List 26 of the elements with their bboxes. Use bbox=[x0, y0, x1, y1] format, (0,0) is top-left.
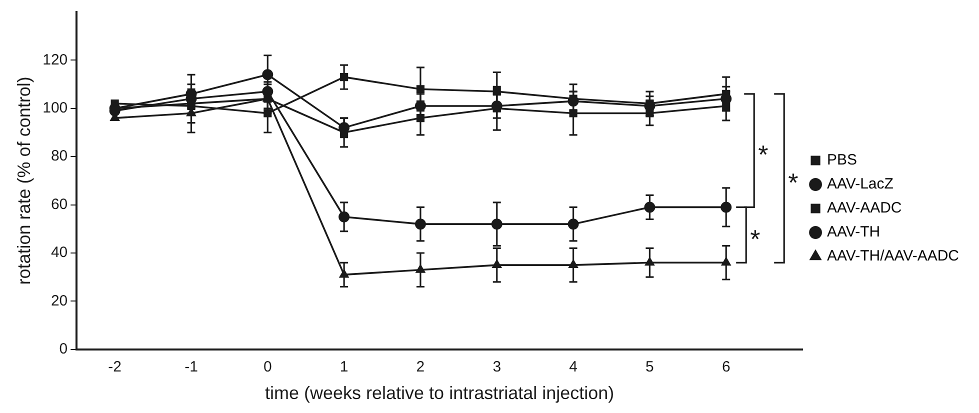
x-tick-label: 0 bbox=[263, 358, 272, 376]
legend-label: AAV-AADC bbox=[827, 200, 902, 217]
x-tick-label: 4 bbox=[569, 358, 578, 376]
y-tick-label: 100 bbox=[42, 100, 68, 117]
x-tick-label: 5 bbox=[646, 358, 654, 376]
x-tick-label: -1 bbox=[184, 358, 198, 376]
x-tick-label: 6 bbox=[722, 358, 730, 376]
x-tick-label: 1 bbox=[340, 358, 348, 376]
x-tick-label: 2 bbox=[416, 358, 425, 376]
annotation: * bbox=[788, 167, 798, 198]
y-tick-label: 0 bbox=[59, 340, 68, 358]
y-tick-label: 20 bbox=[50, 292, 68, 310]
y-tick-label: 60 bbox=[50, 196, 68, 213]
x-axis-title: time (weeks relative to intrastriatal injection) bbox=[265, 383, 614, 404]
y-tick-label: 120 bbox=[42, 51, 68, 68]
annotation: * bbox=[750, 224, 760, 254]
y-tick-label: 80 bbox=[50, 148, 68, 165]
legend-label: PBS bbox=[827, 152, 858, 169]
y-axis-title: rotation rate (% of control) bbox=[14, 76, 34, 285]
legend-label: AAV-LacZ bbox=[827, 176, 894, 193]
y-tick-label: 40 bbox=[50, 244, 68, 262]
legend-label: AAV-TH bbox=[827, 224, 880, 241]
annotation: * bbox=[758, 140, 768, 170]
x-tick-label: 3 bbox=[492, 358, 502, 376]
legend-label: AAV-TH/AAV-AADC bbox=[827, 248, 960, 265]
x-tick-label: -2 bbox=[108, 358, 122, 376]
